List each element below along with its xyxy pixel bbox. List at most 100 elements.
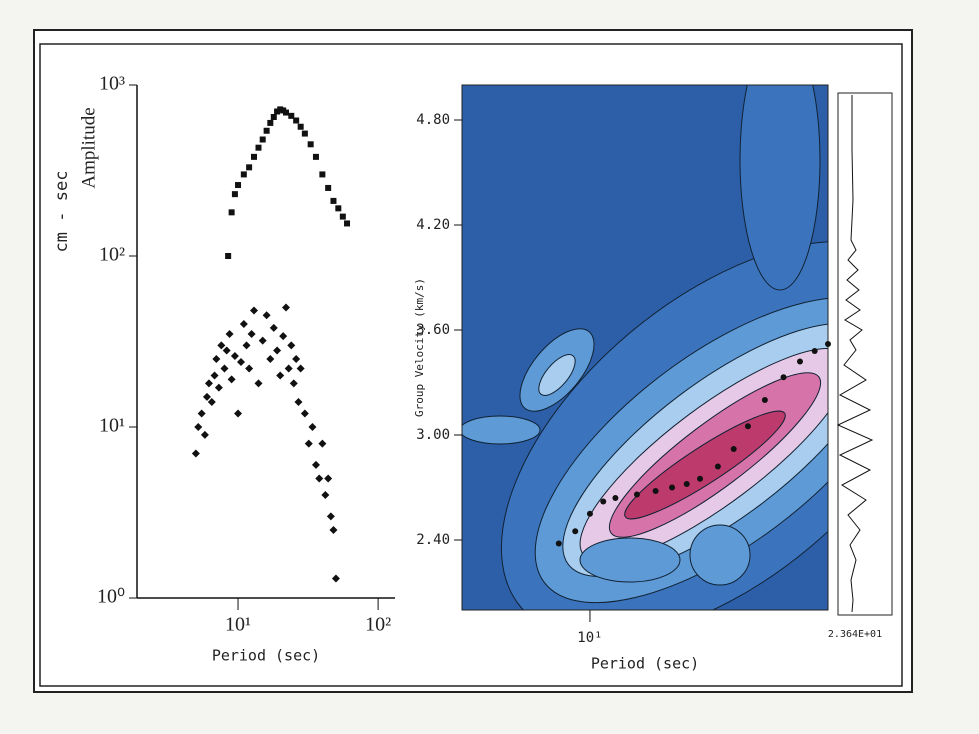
trace-box: [837, 92, 893, 616]
point: [330, 197, 337, 204]
annotation: Amplitude: [78, 107, 99, 188]
point: [612, 495, 619, 501]
point: [297, 123, 304, 130]
point: [683, 481, 690, 487]
point: [250, 153, 257, 160]
point: [319, 171, 326, 178]
y-tick-label: 10²: [99, 244, 125, 266]
point: [304, 439, 313, 448]
point: [276, 371, 285, 380]
y-tick-label: 4.80: [416, 112, 450, 128]
point: [669, 484, 676, 491]
point: [293, 117, 300, 124]
contour: [689, 524, 751, 586]
point: [194, 423, 203, 431]
point: [555, 540, 562, 547]
point: [254, 379, 263, 388]
point: [239, 320, 248, 329]
point: [292, 354, 301, 363]
point: [811, 348, 818, 354]
point: [242, 341, 251, 350]
x-axis-label: Period (sec): [212, 647, 320, 665]
point: [296, 364, 305, 373]
point: [287, 341, 296, 350]
contour: [739, 85, 821, 291]
seismogram: [836, 95, 874, 613]
point: [230, 352, 239, 361]
y-tick-label: 10⁰: [97, 586, 125, 608]
y-tick-label: 2.40: [416, 532, 450, 548]
y-axis-label: Group Velocity (km/s): [413, 278, 426, 417]
x-tick-label: 10²: [365, 614, 391, 636]
point: [214, 383, 223, 392]
point: [274, 108, 281, 115]
point: [600, 498, 607, 505]
point: [780, 374, 787, 381]
point: [586, 510, 593, 517]
x-axis-label: Period (sec): [591, 655, 699, 673]
contour: [579, 537, 681, 583]
point: [300, 409, 309, 418]
point: [263, 127, 270, 134]
contour: [538, 354, 576, 396]
point: [217, 341, 226, 350]
point: [236, 357, 245, 366]
y-tick-label: 3.60: [416, 322, 450, 338]
y-tick-label: 3.00: [416, 427, 450, 443]
point: [259, 136, 266, 143]
point: [255, 144, 262, 151]
y-axis-label: cm - sec: [52, 171, 72, 253]
point: [714, 463, 721, 470]
contour: [624, 410, 786, 520]
point: [227, 375, 236, 384]
point: [321, 491, 330, 500]
point: [246, 164, 253, 171]
y-tick-label: 10³: [99, 73, 125, 95]
point: [225, 253, 232, 259]
point: [267, 119, 274, 126]
point: [266, 354, 275, 363]
point: [761, 397, 768, 403]
point: [633, 491, 640, 498]
point: [315, 474, 324, 483]
point: [825, 341, 831, 347]
point: [262, 311, 271, 320]
point: [730, 446, 737, 452]
point: [204, 379, 213, 388]
point: [325, 184, 332, 191]
point: [220, 364, 229, 373]
point: [301, 130, 308, 137]
point: [202, 392, 211, 401]
point: [225, 329, 234, 338]
point: [212, 354, 221, 363]
point: [339, 213, 346, 220]
point: [744, 423, 751, 430]
x-tick-label: 10¹: [577, 630, 602, 646]
point: [207, 398, 216, 407]
x-tick-label: 10¹: [225, 614, 251, 636]
point: [324, 474, 333, 483]
point: [697, 475, 704, 482]
point: [234, 409, 243, 418]
point: [235, 182, 242, 189]
point: [281, 303, 290, 312]
point: [269, 323, 278, 332]
point: [288, 112, 295, 119]
point: [231, 191, 238, 198]
point: [318, 439, 327, 448]
point: [652, 488, 659, 494]
contour: [462, 415, 541, 445]
point: [796, 358, 803, 365]
point: [197, 409, 206, 418]
point: [326, 512, 335, 521]
point: [279, 332, 288, 341]
point: [228, 209, 235, 216]
point: [294, 398, 303, 407]
annotation: 2.364E+01: [828, 629, 882, 640]
point: [249, 306, 258, 315]
point: [284, 364, 293, 373]
point: [312, 153, 319, 160]
point: [270, 113, 277, 120]
point: [258, 336, 267, 345]
point: [247, 329, 256, 338]
